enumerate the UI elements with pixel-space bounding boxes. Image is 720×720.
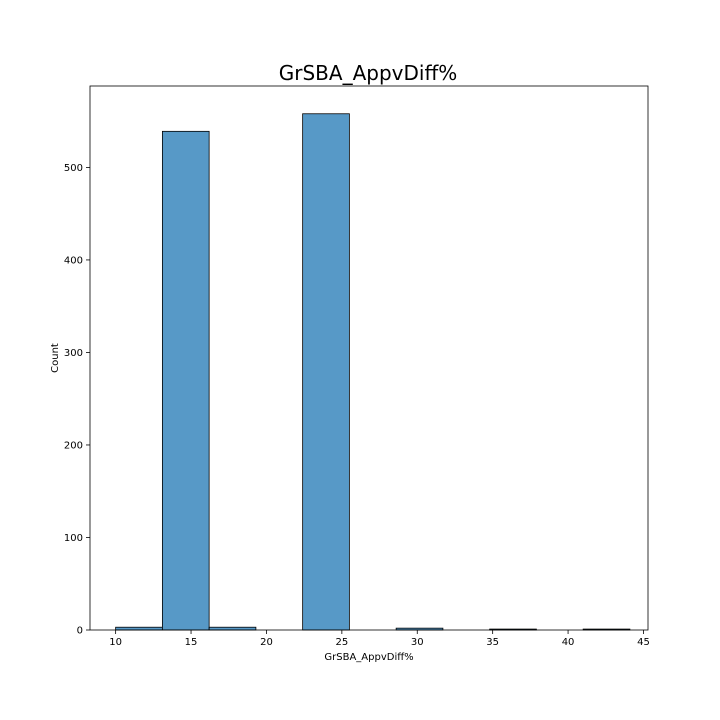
y-tick-label: 500 (64, 163, 83, 174)
x-tick-label: 45 (637, 637, 650, 648)
y-tick-label: 300 (64, 348, 83, 359)
histogram-bar-2 (208, 626, 257, 631)
y-tick-label: 400 (64, 255, 83, 266)
histogram-bar-4 (302, 113, 350, 631)
y-tick-label: 200 (64, 440, 83, 451)
plot-frame (89, 85, 649, 631)
x-tick-label: 15 (185, 637, 198, 648)
x-tick-label: 40 (562, 637, 575, 648)
x-tick-label: 10 (109, 637, 122, 648)
x-tick-label: 30 (411, 637, 424, 648)
x-axis: 10 15 20 25 30 35 40 45 (109, 630, 650, 648)
histogram-bar-1 (161, 130, 210, 631)
x-axis-label: GrSBA_AppvDiff% (324, 652, 413, 663)
x-tick-label: 35 (486, 637, 499, 648)
x-tick-label: 25 (335, 637, 348, 648)
chart-title: GrSBA_AppvDiff% (279, 61, 457, 85)
y-tick-label: 0 (77, 626, 83, 637)
bars-group (115, 113, 631, 631)
y-axis: 0 100 200 300 400 500 (64, 163, 90, 637)
histogram-bar-0 (115, 626, 163, 631)
y-axis-label: Count (50, 343, 61, 373)
x-tick-label: 20 (260, 637, 273, 648)
y-tick-label: 100 (64, 533, 83, 544)
